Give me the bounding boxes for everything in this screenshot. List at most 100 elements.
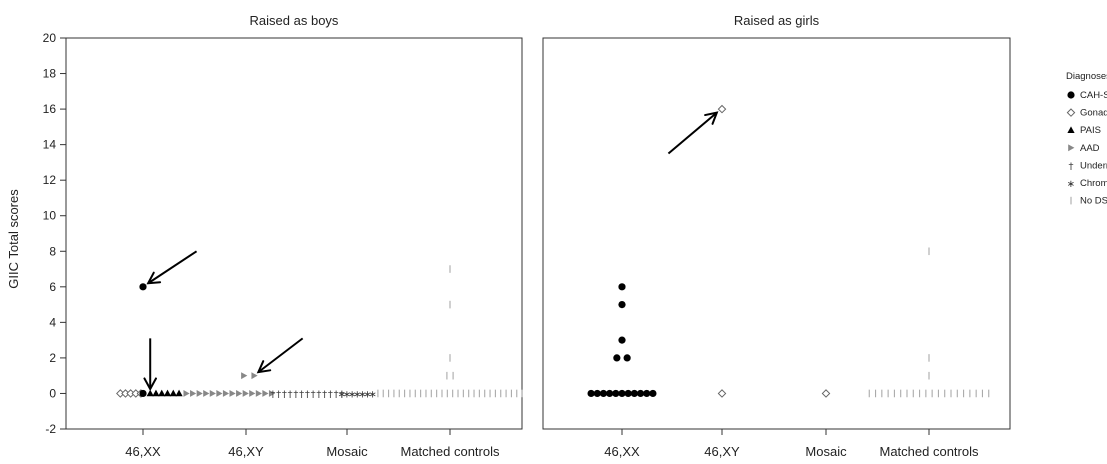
data-point [175, 390, 182, 397]
data-point [588, 390, 595, 397]
data-point [170, 390, 177, 397]
y-axis-title: GIIC Total scores [6, 189, 21, 289]
series-cah-sv [613, 354, 631, 361]
data-point [618, 390, 625, 397]
data-point [618, 337, 625, 344]
data-point [203, 390, 209, 397]
data-point [643, 390, 650, 397]
data-point [152, 390, 159, 397]
data-point [241, 372, 247, 379]
data-point [600, 390, 607, 397]
legend-label: Gonadal dysgı [1080, 108, 1107, 119]
x-tick-label: Matched controls [401, 444, 500, 459]
series-no-dsd-matc [869, 390, 988, 398]
data-point [822, 390, 829, 397]
data-point [718, 390, 725, 397]
data-point [229, 390, 235, 397]
data-point: † [316, 389, 321, 400]
legend-item-aad: AAD [1068, 143, 1099, 154]
data-point [606, 390, 613, 397]
y-tick-label: 2 [49, 351, 56, 365]
data-point [223, 390, 229, 397]
y-tick-label: 6 [49, 280, 56, 294]
data-point [618, 283, 625, 290]
data-point: † [276, 389, 281, 400]
data-point [216, 390, 222, 397]
data-point: † [299, 389, 304, 400]
data-point: † [322, 389, 327, 400]
data-point: † [270, 389, 275, 400]
panel-raised-as-girls: Raised as girls 46,XX 46,XY Mosaic Matched c… [543, 13, 1010, 459]
legend-marker: ∗ [1067, 179, 1075, 190]
y-tick-label: 10 [43, 209, 57, 223]
legend: Diagnoses CAH-SV Gonadal dysgı PAIS AAD †Und… [1066, 71, 1107, 207]
data-point [613, 354, 620, 361]
legend-item-gonadal-dysg: Gonadal dysgı [1067, 108, 1107, 119]
x-tick-label: 46,XY [228, 444, 264, 459]
series-cah-sv [618, 283, 625, 344]
x-tick-label: 46,XX [125, 444, 161, 459]
series-cah-sv [588, 390, 657, 397]
series-aad [183, 390, 275, 397]
data-point [718, 105, 725, 112]
legend-label: CAH-SV [1080, 90, 1107, 101]
data-point [612, 390, 619, 397]
legend-label: Undermasculi [1080, 160, 1107, 171]
legend-label: No DSD (Matc [1080, 196, 1107, 207]
plot-frame [66, 38, 522, 429]
data-point [190, 390, 196, 397]
data-point [618, 301, 625, 308]
panel-raised-as-boys: Raised as boys -2 0 2 4 6 8 10 12 14 16 18 20 46,XX 46… [43, 13, 522, 459]
data-point: ∗ [369, 389, 377, 400]
data-point [262, 390, 268, 397]
data-point [637, 390, 644, 397]
data-point [251, 372, 257, 379]
panels: Raised as boys -2 0 2 4 6 8 10 12 14 16 18 20 46,XX 46… [43, 13, 1010, 459]
data-point: † [311, 389, 316, 400]
legend-item-undermasculi: † Undermasculi [1069, 160, 1107, 172]
data-point: † [293, 389, 298, 400]
legend-marker [1067, 91, 1074, 98]
data-point [197, 390, 203, 397]
legend-label: Chromosomal [1080, 178, 1107, 189]
data-point: † [282, 389, 287, 400]
legend-marker [1068, 144, 1074, 151]
x-tick-label: Mosaic [326, 444, 368, 459]
legend-title: Diagnoses [1066, 71, 1107, 82]
y-tick-label: 18 [43, 67, 57, 81]
data-point [158, 390, 165, 397]
data-point [236, 390, 242, 397]
data-point: † [328, 389, 333, 400]
legend-item-pais: PAIS [1067, 125, 1101, 136]
series-pais [147, 390, 183, 397]
data-point [631, 390, 638, 397]
series-aad [241, 372, 258, 379]
x-tick-label: Matched controls [880, 444, 979, 459]
data-point: † [305, 389, 310, 400]
y-tick-label: 12 [43, 173, 57, 187]
data-point [183, 390, 189, 397]
series-gonadal-dysg [718, 105, 725, 397]
data-point: † [288, 389, 293, 400]
series-chromosomal: ∗∗∗∗∗∗∗ [338, 389, 377, 400]
y-tick-label: 4 [49, 315, 56, 329]
y-tick-label: 8 [49, 244, 56, 258]
x-tick-label: 46,XY [704, 444, 740, 459]
data-point [164, 390, 171, 397]
plot-frame [543, 38, 1010, 429]
legend-label: AAD [1080, 143, 1100, 154]
panel-title: Raised as boys [250, 13, 339, 28]
y-tick-label: -2 [45, 422, 56, 436]
data-point [243, 390, 249, 397]
data-point [210, 390, 216, 397]
data-point [139, 390, 146, 397]
data-point [139, 283, 146, 290]
panel-title: Raised as girls [734, 13, 820, 28]
annotation-arrow [258, 338, 302, 372]
series-gonadal-dysg [822, 390, 829, 397]
x-tick-label: Mosaic [805, 444, 847, 459]
data-point [625, 390, 632, 397]
y-tick-label: 0 [49, 386, 56, 400]
data-point [594, 390, 601, 397]
